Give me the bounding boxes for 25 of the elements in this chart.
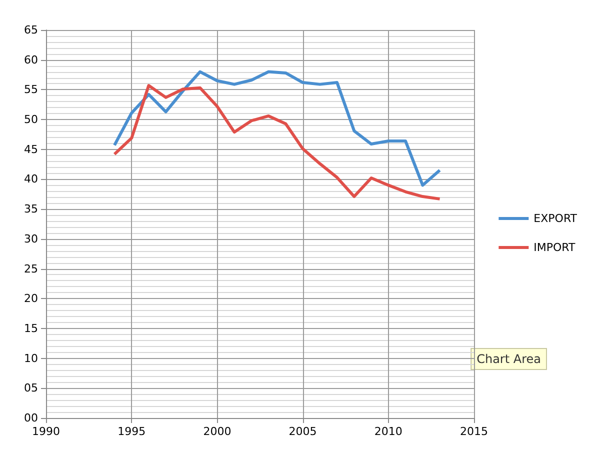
line-series bbox=[112, 70, 442, 187]
x-tick-label: 2010 bbox=[374, 425, 402, 438]
y-tick-label: 00 bbox=[24, 412, 38, 424]
y-tick-label: 25 bbox=[24, 262, 38, 276]
y-tick-label: 45 bbox=[24, 142, 38, 156]
y-tick-label: 05 bbox=[24, 382, 38, 395]
y-tick-label: 60 bbox=[24, 53, 38, 66]
x-tick-label: 2015 bbox=[460, 425, 488, 438]
y-tick-label: 20 bbox=[24, 292, 38, 306]
x-tick-label: 1995 bbox=[118, 425, 146, 438]
y-tick-label: 50 bbox=[24, 113, 38, 126]
x-tick-label: 2005 bbox=[288, 425, 317, 438]
legend-label: EXPORT bbox=[534, 212, 578, 225]
y-tick-label: 15 bbox=[24, 322, 38, 335]
y-tick-label: 55 bbox=[24, 83, 38, 96]
legend-label: IMPORT bbox=[534, 241, 576, 254]
y-tick-label: 10 bbox=[24, 352, 38, 365]
x-tick-label: 1990 bbox=[32, 425, 60, 438]
line-series bbox=[112, 84, 442, 200]
y-tick-label: 35 bbox=[24, 202, 38, 216]
x-tick-label: 2000 bbox=[203, 425, 232, 438]
y-tick-label: 30 bbox=[24, 232, 38, 246]
y-tick-label: 40 bbox=[24, 172, 38, 186]
text: Chart Area bbox=[476, 352, 541, 366]
y-tick-label: 65 bbox=[24, 24, 38, 36]
